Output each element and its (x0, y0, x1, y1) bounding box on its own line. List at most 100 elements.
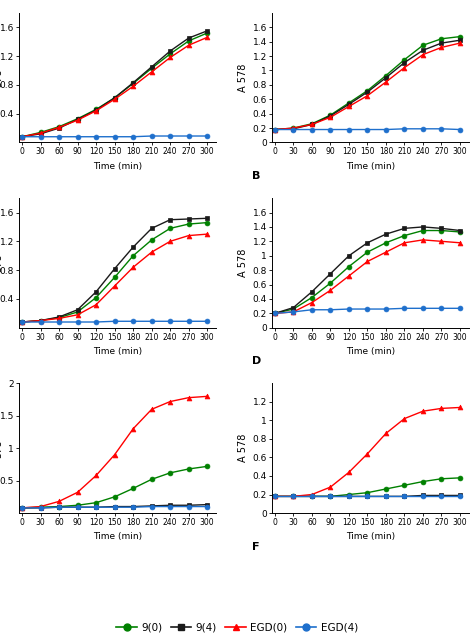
EGD(0) (167, 397, 173, 405)
9(4) (420, 223, 426, 230)
9(4) (56, 313, 62, 321)
EGD(4) (112, 503, 118, 511)
EGD(0) (75, 311, 81, 318)
EGD(4) (457, 492, 463, 500)
9(0) (309, 492, 315, 500)
9(0) (75, 308, 81, 316)
9(0) (291, 305, 296, 313)
EGD(4) (346, 126, 352, 134)
9(4) (186, 215, 191, 223)
9(0) (167, 469, 173, 477)
9(4) (19, 133, 25, 141)
9(0) (309, 120, 315, 128)
EGD(0) (328, 114, 333, 121)
EGD(4) (309, 306, 315, 313)
X-axis label: Time (min): Time (min) (346, 162, 395, 171)
9(4) (56, 503, 62, 511)
EGD(0) (346, 469, 352, 476)
EGD(0) (420, 407, 426, 415)
Y-axis label: 578: 578 (0, 254, 3, 272)
EGD(0) (112, 451, 118, 458)
EGD(4) (401, 125, 407, 133)
9(0) (93, 105, 99, 113)
EGD(4) (19, 133, 25, 141)
9(4) (438, 492, 444, 499)
9(0) (401, 232, 407, 239)
EGD(4) (186, 132, 191, 140)
EGD(4) (38, 318, 44, 326)
EGD(4) (56, 503, 62, 511)
9(4) (457, 37, 463, 44)
X-axis label: Time (min): Time (min) (93, 162, 142, 171)
9(0) (130, 80, 136, 87)
EGD(4) (383, 305, 389, 313)
EGD(0) (204, 230, 210, 238)
Line: EGD(0): EGD(0) (19, 394, 210, 510)
EGD(0) (167, 54, 173, 62)
9(0) (365, 489, 370, 496)
9(0) (19, 133, 25, 141)
Y-axis label: 578: 578 (0, 439, 3, 458)
9(4) (457, 492, 463, 499)
9(0) (56, 123, 62, 130)
EGD(4) (328, 492, 333, 500)
EGD(0) (457, 239, 463, 247)
9(4) (272, 309, 278, 317)
EGD(4) (186, 317, 191, 325)
EGD(4) (75, 133, 81, 141)
9(0) (186, 37, 191, 45)
9(4) (75, 503, 81, 511)
EGD(0) (204, 33, 210, 41)
X-axis label: Time (min): Time (min) (346, 347, 395, 356)
EGD(0) (130, 263, 136, 271)
EGD(4) (438, 304, 444, 312)
EGD(4) (401, 304, 407, 312)
EGD(0) (93, 472, 99, 480)
Line: 9(0): 9(0) (273, 34, 463, 132)
9(0) (167, 50, 173, 58)
EGD(4) (56, 133, 62, 141)
9(4) (149, 502, 155, 510)
EGD(4) (346, 305, 352, 313)
EGD(0) (365, 450, 370, 458)
EGD(0) (75, 489, 81, 496)
Line: 9(4): 9(4) (19, 502, 210, 510)
9(0) (130, 252, 136, 259)
EGD(0) (272, 309, 278, 317)
9(4) (19, 318, 25, 326)
EGD(4) (167, 317, 173, 325)
9(4) (272, 126, 278, 134)
9(0) (112, 273, 118, 281)
Line: EGD(0): EGD(0) (19, 232, 210, 324)
9(0) (112, 94, 118, 101)
EGD(4) (365, 492, 370, 500)
9(4) (130, 79, 136, 87)
9(0) (328, 111, 333, 119)
EGD(0) (186, 41, 191, 49)
9(0) (457, 33, 463, 40)
9(0) (401, 56, 407, 64)
EGD(4) (149, 132, 155, 140)
9(4) (38, 130, 44, 137)
EGD(4) (167, 503, 173, 510)
9(0) (204, 462, 210, 470)
EGD(4) (291, 308, 296, 316)
9(4) (167, 47, 173, 55)
9(0) (291, 492, 296, 500)
EGD(4) (457, 304, 463, 312)
EGD(0) (56, 315, 62, 322)
EGD(4) (383, 492, 389, 500)
Line: 9(4): 9(4) (273, 38, 463, 132)
EGD(0) (438, 238, 444, 245)
EGD(0) (365, 257, 370, 265)
9(4) (383, 230, 389, 238)
Y-axis label: A 578: A 578 (238, 434, 248, 462)
9(0) (420, 478, 426, 485)
9(0) (309, 293, 315, 301)
9(0) (56, 503, 62, 510)
EGD(4) (291, 492, 296, 500)
EGD(0) (438, 44, 444, 51)
Line: 9(4): 9(4) (273, 493, 463, 499)
9(4) (112, 503, 118, 510)
EGD(0) (272, 126, 278, 134)
